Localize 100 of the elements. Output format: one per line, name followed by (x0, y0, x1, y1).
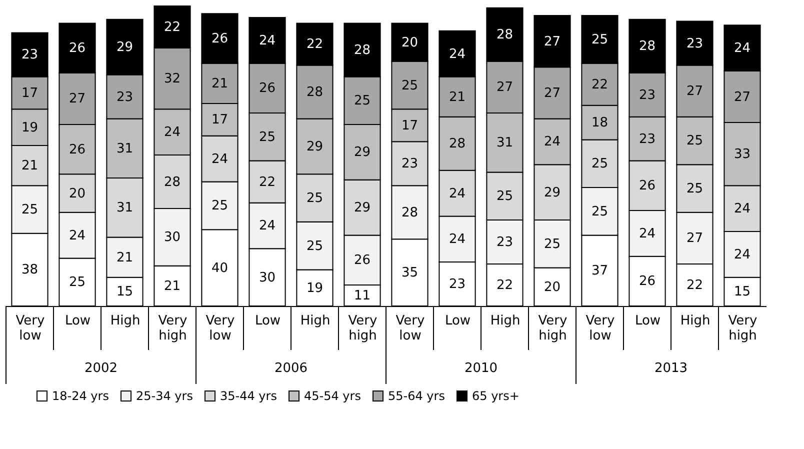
data-label: 19 (306, 280, 324, 296)
data-label: 25 (686, 181, 704, 196)
data-label: 27 (734, 90, 751, 105)
data-label: 26 (211, 31, 228, 46)
data-label: 23 (638, 132, 656, 147)
data-label: 23 (401, 156, 418, 172)
data-label: 26 (258, 81, 276, 96)
data-label: 29 (354, 145, 371, 160)
data-label: 27 (496, 80, 514, 96)
data-label: 22 (164, 20, 181, 36)
data-label: 21 (448, 90, 466, 105)
text: 2006 (274, 361, 308, 376)
data-label: 24 (68, 228, 86, 244)
data-label: 28 (638, 39, 656, 54)
data-label: 28 (401, 205, 418, 220)
data-label: 22 (591, 77, 608, 92)
data-label: 23 (448, 277, 466, 292)
x-tick-label: Low (254, 314, 281, 328)
data-label: 24 (448, 46, 466, 62)
x-tick-label: High (680, 314, 710, 328)
data-label: 31 (116, 200, 134, 216)
x-tick-label: Very low (16, 314, 46, 344)
data-label: 32 (164, 72, 181, 87)
data-label: 28 (164, 174, 181, 190)
data-label: 27 (544, 34, 561, 50)
x-tick-label: Very high (158, 314, 188, 344)
x-tick-label: Very high (538, 314, 568, 344)
data-label: 22 (258, 174, 276, 190)
data-label: 24 (734, 247, 751, 262)
data-label: 28 (448, 136, 466, 152)
data-label: 25 (544, 236, 561, 252)
data-label: 28 (354, 42, 371, 58)
data-label: 29 (306, 139, 324, 154)
data-label: 27 (686, 231, 704, 246)
data-label: 35 (401, 266, 418, 281)
data-label: 24 (448, 186, 466, 202)
data-label: 30 (164, 230, 181, 246)
data-label: 31 (116, 141, 134, 156)
data-label: 22 (306, 37, 324, 52)
x-tick-label: Low (634, 314, 661, 328)
data-label: 28 (496, 28, 514, 43)
x-tick-label: Low (444, 314, 471, 328)
data-label: 21 (116, 250, 134, 266)
x-tick-label: High (110, 314, 140, 328)
data-label: 25 (401, 78, 418, 94)
data-label: 25 (306, 238, 324, 254)
data-label: 25 (591, 204, 608, 220)
data-label: 25 (354, 94, 371, 109)
data-label: 25 (686, 134, 704, 149)
data-label: 23 (496, 234, 514, 250)
x-tick-label: Low (64, 314, 91, 328)
legend-label: 25-34 yrs (136, 389, 193, 403)
data-label: 21 (21, 158, 38, 174)
x-tick-label: Very high (348, 314, 378, 344)
data-label: 22 (496, 278, 514, 293)
x-tick-label: Very high (728, 314, 758, 344)
legend-label: 35-44 yrs (220, 389, 277, 403)
x-tick-label: Very low (206, 314, 236, 344)
data-label: 29 (116, 40, 134, 56)
data-label: 25 (211, 198, 228, 214)
data-label: 40 (211, 260, 228, 276)
data-label: 21 (164, 278, 181, 294)
data-label: 25 (306, 191, 324, 206)
legend-label: 65 yrs+ (472, 389, 520, 403)
data-label: 27 (686, 84, 704, 100)
data-label: 24 (638, 226, 656, 242)
data-label: 22 (686, 278, 704, 293)
x-tick-label: High (300, 314, 330, 328)
text: 2002 (84, 361, 118, 376)
data-label: 20 (544, 280, 561, 295)
data-label: 28 (306, 84, 324, 100)
data-label: 38 (21, 262, 38, 278)
data-label: 20 (68, 186, 86, 202)
data-label: 29 (354, 200, 371, 216)
data-label: 18 (591, 116, 608, 131)
data-label: 29 (544, 185, 561, 200)
data-label: 17 (21, 86, 38, 101)
data-label: 27 (68, 92, 86, 107)
data-label: 25 (496, 189, 514, 204)
data-label: 24 (544, 134, 561, 150)
data-label: 31 (496, 136, 514, 151)
data-label: 24 (211, 152, 228, 167)
data-label: 37 (591, 264, 608, 279)
data-label: 26 (68, 142, 86, 158)
data-label: 25 (258, 130, 276, 145)
data-label: 25 (68, 275, 86, 290)
data-label: 23 (21, 48, 38, 63)
data-label: 25 (21, 202, 38, 218)
data-label: 25 (591, 156, 608, 172)
x-tick-label: Very low (396, 314, 426, 344)
data-label: 23 (638, 88, 656, 103)
data-label: 26 (638, 274, 656, 290)
data-label: 25 (591, 32, 608, 48)
data-label: 24 (734, 41, 751, 56)
text: 2013 (654, 361, 688, 376)
data-label: 24 (164, 125, 181, 140)
data-label: 20 (401, 35, 418, 50)
data-label: 30 (258, 270, 276, 286)
data-label: 33 (734, 147, 751, 162)
data-label: 23 (116, 90, 134, 105)
